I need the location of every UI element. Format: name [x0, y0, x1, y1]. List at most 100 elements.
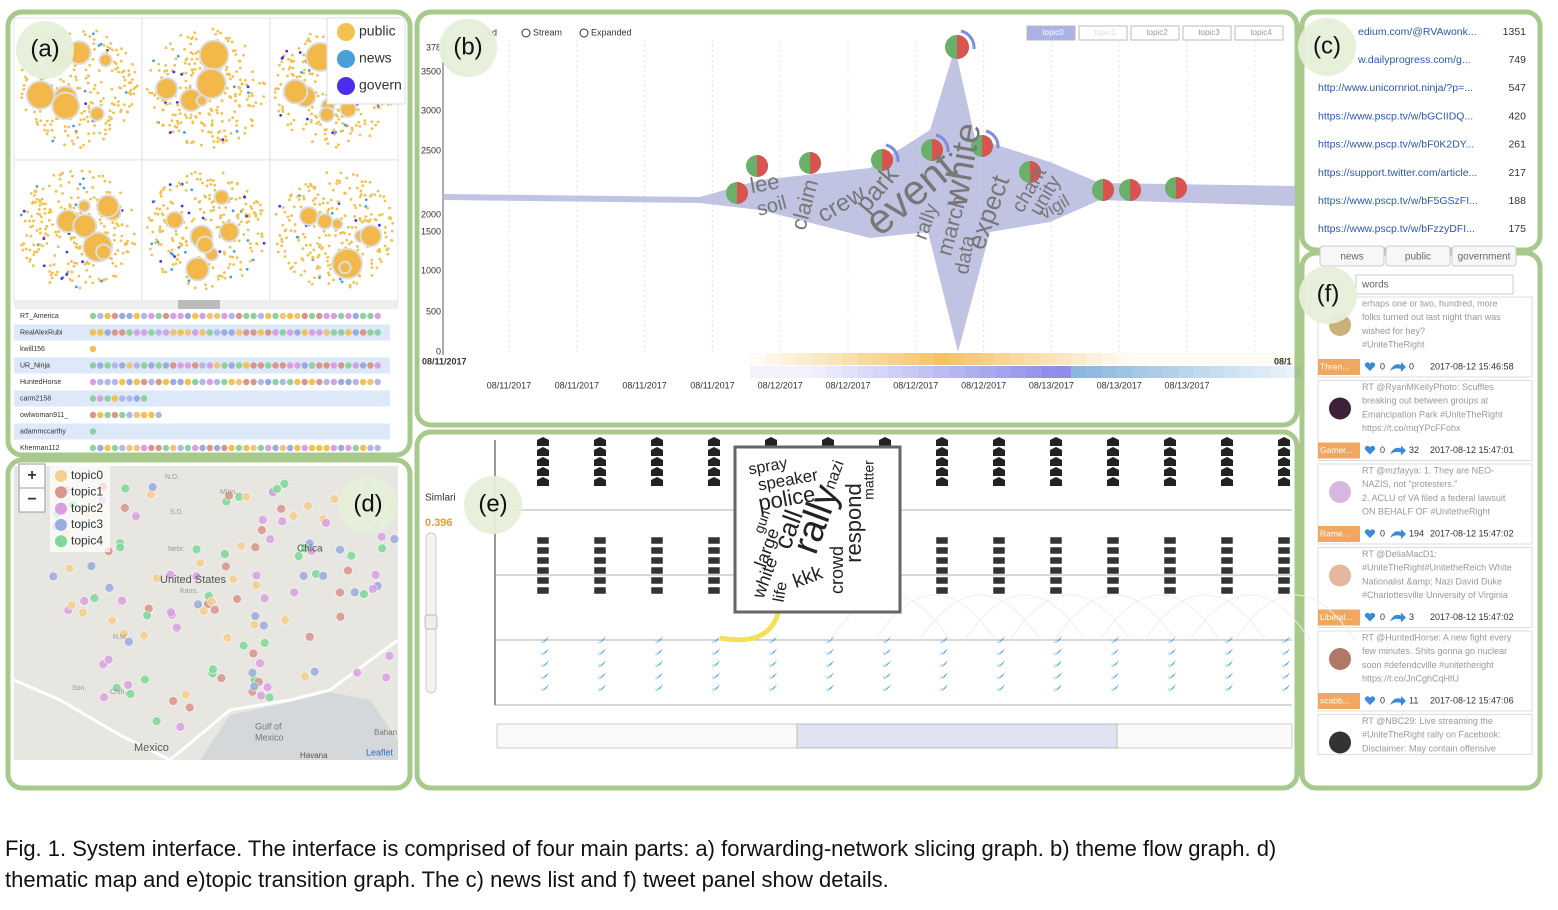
network-node	[85, 268, 89, 272]
topic-label: topic2	[1146, 28, 1168, 37]
activity-dot	[243, 362, 250, 369]
network-node	[170, 248, 174, 252]
network-node	[170, 268, 174, 271]
topic-toggle[interactable]	[1026, 25, 1076, 41]
activity-dot	[170, 329, 177, 336]
map-point	[251, 580, 262, 590]
slider-handle[interactable]	[424, 614, 438, 630]
network-node	[377, 223, 381, 227]
public-icon	[935, 556, 949, 565]
network-node	[246, 239, 250, 242]
activity-dot	[338, 378, 345, 386]
glyph-arc	[935, 133, 950, 153]
network-node	[361, 184, 365, 188]
public-icon	[593, 536, 607, 545]
search-box[interactable]	[1355, 274, 1514, 295]
tab[interactable]	[1319, 245, 1385, 267]
network-node	[131, 62, 134, 66]
activity-dot	[272, 329, 279, 336]
network-node	[315, 267, 319, 271]
activity-dot	[250, 362, 257, 369]
tweet-icon	[652, 684, 663, 691]
network-node	[297, 239, 301, 242]
zoom-button[interactable]	[18, 487, 46, 513]
heat-cell	[872, 353, 888, 365]
network-node	[82, 186, 86, 190]
news-icon	[1107, 480, 1119, 486]
network-node	[43, 128, 46, 132]
network-node	[363, 122, 367, 126]
network-node	[330, 211, 334, 215]
network-node	[290, 128, 294, 132]
network-node	[35, 198, 39, 201]
activity-dot	[111, 329, 119, 336]
network-node	[36, 123, 40, 127]
network-node	[224, 135, 227, 138]
map-point	[79, 596, 90, 606]
public-icon	[707, 556, 721, 565]
slider-track[interactable]	[425, 532, 437, 694]
pie-slice	[982, 135, 993, 157]
network-node	[175, 184, 179, 188]
network-node	[273, 90, 277, 94]
network-node	[322, 229, 326, 233]
tweet-time: 2017-08-12 15:47:02	[1430, 612, 1514, 622]
network-node	[111, 274, 115, 278]
network-node	[318, 276, 321, 280]
network-node	[286, 123, 290, 127]
network-node	[28, 257, 32, 261]
activity-dot	[192, 312, 199, 320]
network-node	[193, 31, 197, 35]
legend-label: topic4	[71, 533, 103, 547]
network-node	[218, 138, 222, 142]
network-node	[325, 171, 329, 175]
network-node	[245, 98, 249, 101]
activity-dot	[243, 312, 250, 320]
network-node	[34, 117, 38, 121]
range-window[interactable]	[796, 723, 1118, 749]
network-node	[190, 172, 193, 176]
map-point	[329, 494, 340, 504]
tab[interactable]	[1385, 245, 1451, 267]
topic-toggle[interactable]	[1182, 25, 1232, 41]
network-node	[20, 243, 24, 247]
network-node	[49, 273, 53, 277]
network-node	[364, 204, 368, 208]
network-node	[152, 199, 156, 203]
network-node	[65, 273, 69, 276]
network-node	[48, 281, 52, 285]
network-node	[227, 36, 231, 40]
activity-dot	[148, 378, 155, 386]
network-node	[175, 119, 179, 123]
network-node	[274, 212, 278, 216]
network-node	[225, 65, 229, 69]
topic-toggle[interactable]	[1234, 25, 1284, 41]
tab[interactable]	[1451, 245, 1517, 267]
topic-toggle[interactable]	[1130, 25, 1180, 41]
heat-cell	[1101, 366, 1118, 378]
network-node	[332, 128, 336, 132]
tweet-icon	[766, 648, 777, 655]
network-node	[376, 189, 380, 193]
network-node	[262, 241, 266, 245]
network-node	[335, 207, 339, 211]
network-node	[78, 286, 82, 290]
topic-label: topic0	[1042, 28, 1064, 37]
network-node	[158, 225, 162, 229]
activity-dot	[155, 362, 162, 369]
network-node	[235, 214, 239, 218]
topic-toggle[interactable]	[1078, 25, 1128, 41]
activity-dot	[184, 329, 192, 336]
network-node	[255, 242, 259, 246]
network-node	[307, 69, 311, 72]
network-node	[40, 220, 44, 224]
network-node	[260, 249, 264, 253]
network-node	[355, 282, 359, 285]
network-node	[41, 187, 45, 191]
network-node	[315, 122, 319, 125]
network-node	[116, 53, 120, 57]
public-icon	[1220, 566, 1234, 575]
network-node	[151, 230, 155, 234]
activity-dot	[155, 444, 162, 452]
activity-dot	[119, 329, 126, 336]
